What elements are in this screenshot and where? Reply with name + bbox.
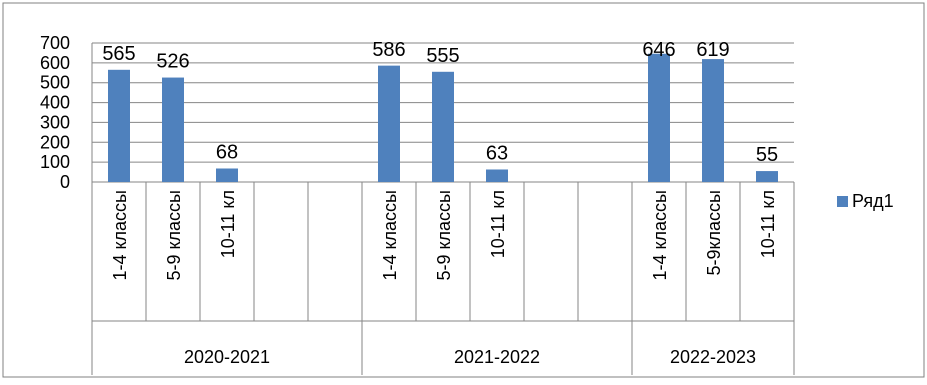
bar — [216, 168, 238, 182]
gridlines — [91, 42, 795, 375]
bar — [486, 169, 508, 182]
category-label: 5-9 классы — [164, 190, 184, 281]
bar — [378, 65, 400, 182]
y-tick-label: 700 — [40, 33, 70, 53]
data-labels: 565 526 68 586 555 63 646 619 55 — [102, 39, 778, 166]
category-label: 1-4 классы — [380, 190, 400, 281]
group-label: 2020-2021 — [184, 347, 270, 367]
category-label: 5-9классы — [704, 190, 724, 276]
x-axis-category-labels: 1-4 классы 5-9 классы 10-11 кл 1-4 классы 5-… — [110, 190, 778, 281]
data-label: 565 — [102, 43, 135, 65]
data-label: 586 — [372, 39, 405, 61]
bar — [432, 71, 454, 182]
y-tick-label: 200 — [40, 132, 70, 152]
y-tick-label: 400 — [40, 93, 70, 113]
category-label: 1-4 классы — [650, 190, 670, 281]
data-label: 619 — [696, 39, 729, 61]
category-label: 10-11 кл — [218, 190, 238, 258]
bar — [702, 59, 724, 182]
legend: Ряд1 — [837, 191, 894, 211]
legend-label-series-1: Ряд1 — [852, 191, 894, 211]
bar — [162, 77, 184, 182]
data-label: 63 — [486, 142, 508, 164]
bars — [108, 53, 778, 183]
data-label: 68 — [216, 141, 238, 163]
category-label: 10-11 кл — [758, 190, 778, 258]
chart-border — [2, 2, 925, 378]
group-label: 2021-2022 — [454, 347, 540, 367]
bar — [756, 171, 778, 182]
y-tick-label: 600 — [40, 53, 70, 73]
category-label: 5-9 классы — [434, 190, 454, 281]
category-label: 1-4 классы — [110, 190, 130, 281]
data-label: 555 — [426, 45, 459, 67]
data-label: 55 — [756, 144, 778, 166]
y-tick-label: 100 — [40, 152, 70, 172]
data-label: 526 — [156, 51, 189, 73]
y-tick-label: 300 — [40, 112, 70, 132]
category-label: 10-11 кл — [488, 190, 508, 258]
y-tick-label: 0 — [60, 172, 70, 192]
bar — [108, 69, 130, 182]
legend-swatch-series-1 — [837, 196, 848, 207]
x-axis-group-labels: 2020-2021 2021-2022 2022-2023 — [184, 347, 756, 367]
data-label: 646 — [642, 39, 675, 61]
y-tick-label: 500 — [40, 73, 70, 93]
group-label: 2022-2023 — [670, 347, 756, 367]
bar — [648, 53, 670, 183]
